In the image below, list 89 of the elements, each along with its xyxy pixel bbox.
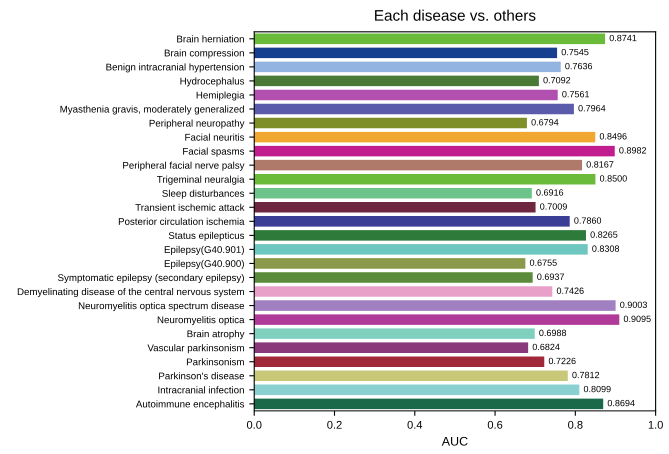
y-tick-label: Demyelinating disease of the central nervous system	[18, 288, 244, 298]
y-tick-label: Neuromyelitis optica	[158, 316, 244, 326]
y-tick-label: Symptomatic epilepsy (secondary epilepsy)	[58, 274, 244, 284]
x-tick-label: 0.8	[568, 420, 583, 429]
y-tick-label: Epilepsy(G40.900)	[164, 260, 244, 269]
bar	[254, 300, 616, 311]
bar	[254, 76, 539, 86]
data-label: 0.7812	[572, 372, 600, 378]
data-label: 0.8496	[600, 133, 627, 140]
data-label: 0.7860	[574, 217, 602, 224]
y-tick-label: Brain compression	[164, 49, 244, 58]
data-label: 0.8099	[584, 386, 611, 392]
bar	[254, 342, 528, 353]
y-tick-label: Autoimmune encephalitis	[136, 400, 244, 410]
chart-title: Each disease vs. others	[375, 10, 536, 21]
bar	[254, 272, 533, 283]
data-label: 0.8167	[586, 161, 614, 168]
y-tick-label: Hemiplegia	[196, 91, 244, 100]
data-label: 0.7226	[548, 358, 576, 364]
data-label: 0.7092	[543, 76, 570, 84]
bar	[254, 202, 536, 213]
data-label: 0.6937	[537, 274, 564, 280]
bar	[254, 244, 588, 255]
y-tick-label: Peripheral facial nerve palsy	[123, 162, 244, 171]
bar	[254, 118, 527, 128]
bar	[254, 62, 561, 72]
y-tick-label: Parkinson's disease	[159, 372, 244, 380]
y-tick-label: Brain atrophy	[187, 330, 244, 340]
y-tick-label: Facial neuritis	[185, 134, 244, 141]
bar	[254, 34, 606, 44]
bar	[254, 104, 574, 114]
bar	[254, 398, 604, 410]
data-label: 0.7964	[578, 105, 606, 112]
x-tick-label: 0.4	[407, 420, 422, 429]
y-tick-label: Epilepsy(G40.901)	[164, 246, 244, 255]
bar	[254, 258, 526, 269]
data-label: 0.8500	[600, 175, 627, 182]
y-tick-label: Benign intracranial hypertension	[106, 63, 244, 72]
y-tick-label: Facial spasms	[183, 148, 244, 157]
y-tick-label: Peripheral neuropathy	[150, 120, 244, 129]
bar	[254, 132, 596, 142]
data-label: 0.8694	[608, 400, 635, 406]
y-tick-label: Transient ischemic attack	[135, 204, 245, 211]
x-tick-label: 0.0	[246, 420, 262, 429]
x-tick-label: 0.2	[327, 420, 342, 429]
x-tick-label: 1.0	[648, 420, 663, 429]
data-label: 0.8308	[592, 245, 620, 252]
data-label: 0.8982	[619, 147, 646, 154]
bar	[254, 384, 580, 396]
y-tick-label: Sleep disturbances	[162, 190, 244, 199]
bar	[254, 146, 615, 156]
data-label: 0.6988	[539, 330, 566, 336]
y-tick-label: Intracranial infection	[158, 386, 244, 394]
data-label: 0.7009	[540, 203, 567, 210]
y-tick-label: Neuromyelitis optica spectrum disease	[78, 302, 244, 312]
y-tick-label: Trigeminal neuralgia	[157, 176, 245, 185]
y-tick-label: Parkinsonism	[186, 358, 244, 366]
data-label: 0.7426	[556, 288, 584, 294]
y-tick-label: Posterior circulation ischemia	[118, 218, 245, 225]
data-label: 0.9003	[620, 302, 647, 308]
data-label: 0.7561	[562, 90, 590, 98]
bar	[254, 216, 570, 227]
bar	[254, 370, 568, 382]
y-tick-label: Vascular parkinsonism	[147, 344, 244, 354]
data-label: 0.8741	[610, 34, 636, 42]
y-tick-label: Hydrocephalus	[180, 77, 244, 86]
data-label: 0.6824	[532, 344, 560, 350]
bar	[254, 174, 596, 184]
bar	[254, 230, 586, 241]
y-tick-label: Brain herniation	[177, 35, 244, 42]
bar	[254, 314, 620, 325]
data-label: 0.6755	[530, 259, 557, 266]
bar	[254, 356, 544, 367]
x-tick-label: 0.6	[488, 420, 502, 429]
bar	[254, 160, 582, 170]
bar	[254, 328, 535, 339]
data-label: 0.7636	[565, 62, 592, 70]
data-label: 0.7545	[562, 48, 588, 56]
x-axis-title: AUC	[442, 436, 468, 446]
data-label: 0.9095	[624, 316, 651, 322]
y-tick-label: Status epilepticus	[168, 232, 244, 241]
y-tick-label: Myasthenia gravis, moderately generalized	[60, 105, 244, 115]
bar	[254, 188, 532, 199]
bar	[254, 90, 558, 100]
data-label: 0.6916	[536, 189, 564, 196]
bar	[254, 48, 558, 58]
data-label: 0.8265	[590, 231, 618, 238]
data-label: 0.6794	[531, 119, 558, 126]
bar	[254, 286, 552, 297]
